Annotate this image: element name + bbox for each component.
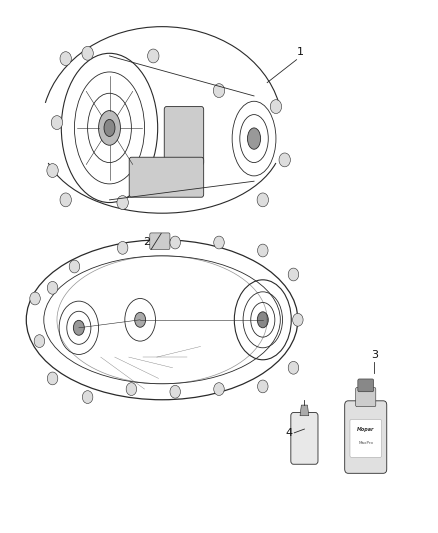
FancyBboxPatch shape	[356, 387, 376, 407]
Circle shape	[51, 116, 63, 130]
Ellipse shape	[99, 111, 120, 146]
Circle shape	[60, 193, 71, 207]
Circle shape	[288, 361, 299, 374]
Circle shape	[47, 281, 58, 294]
FancyBboxPatch shape	[150, 233, 170, 249]
Circle shape	[170, 385, 180, 398]
Text: Mopar: Mopar	[357, 426, 374, 432]
Polygon shape	[300, 405, 309, 416]
Circle shape	[270, 100, 282, 114]
Circle shape	[214, 236, 224, 249]
Circle shape	[82, 46, 93, 60]
Circle shape	[117, 241, 128, 254]
Circle shape	[257, 193, 268, 207]
Ellipse shape	[247, 128, 261, 149]
Circle shape	[47, 372, 58, 385]
Circle shape	[148, 49, 159, 63]
FancyBboxPatch shape	[350, 419, 381, 457]
Ellipse shape	[104, 119, 115, 136]
FancyBboxPatch shape	[129, 157, 204, 197]
FancyBboxPatch shape	[179, 159, 198, 177]
Ellipse shape	[74, 320, 84, 335]
Circle shape	[170, 236, 180, 249]
Circle shape	[47, 164, 58, 177]
Circle shape	[293, 313, 303, 326]
FancyBboxPatch shape	[164, 107, 204, 165]
Text: 3: 3	[371, 350, 378, 360]
Ellipse shape	[135, 312, 145, 327]
Circle shape	[82, 391, 93, 403]
Circle shape	[288, 268, 299, 281]
Circle shape	[213, 84, 225, 98]
Circle shape	[60, 52, 71, 66]
Text: 4: 4	[286, 428, 293, 438]
Circle shape	[69, 260, 80, 273]
Circle shape	[258, 380, 268, 393]
Circle shape	[279, 153, 290, 167]
Circle shape	[258, 244, 268, 257]
Ellipse shape	[257, 312, 268, 328]
Circle shape	[214, 383, 224, 395]
Circle shape	[30, 292, 40, 305]
FancyBboxPatch shape	[345, 401, 387, 473]
FancyBboxPatch shape	[358, 379, 374, 392]
Circle shape	[34, 335, 45, 348]
FancyBboxPatch shape	[291, 413, 318, 464]
Text: MaxPro: MaxPro	[358, 441, 373, 446]
Text: 2: 2	[143, 237, 150, 247]
Circle shape	[117, 196, 128, 209]
Circle shape	[126, 383, 137, 395]
Text: 1: 1	[297, 47, 304, 57]
